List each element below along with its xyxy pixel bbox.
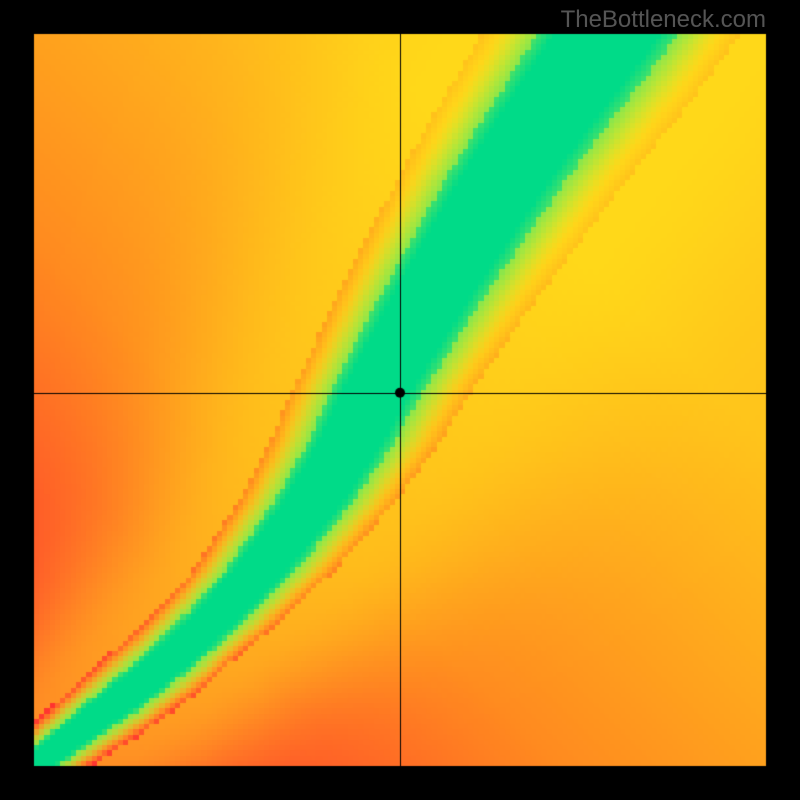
watermark-text: TheBottleneck.com bbox=[561, 6, 766, 34]
bottleneck-heatmap bbox=[0, 0, 800, 800]
chart-container: TheBottleneck.com bbox=[0, 0, 800, 800]
